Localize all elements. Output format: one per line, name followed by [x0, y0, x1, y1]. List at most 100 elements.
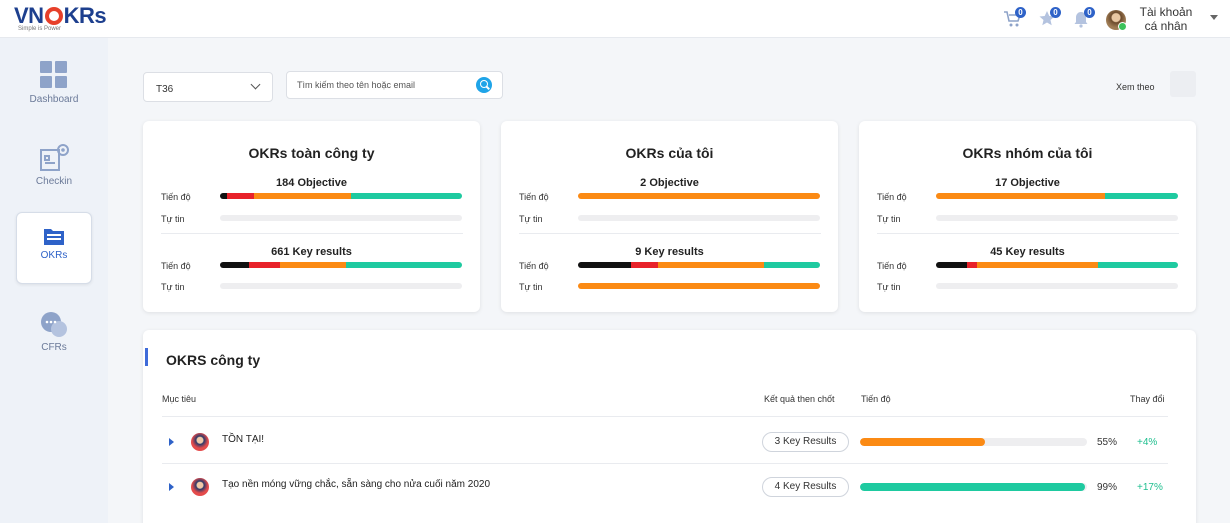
progress-segment: [578, 262, 632, 268]
objective-progress-bar: [860, 438, 1087, 446]
owner-avatar[interactable]: [191, 433, 209, 451]
progress-label: Tiến độ: [519, 192, 549, 202]
confidence-label: Tự tin: [519, 214, 543, 224]
key-results-count: 9 Key results: [635, 246, 704, 258]
sidebar-item-okrs[interactable]: OKRs: [16, 212, 92, 284]
confidence-label: Tự tin: [877, 282, 901, 292]
progress-segment: [249, 262, 281, 268]
cycle-select-value: T36: [156, 84, 174, 95]
expand-caret-icon[interactable]: [169, 483, 174, 491]
column-header-change: Thay đổi: [1130, 394, 1165, 404]
bell-badge: 0: [1084, 7, 1095, 18]
progress-segment: [936, 262, 968, 268]
progress-segment: [220, 193, 228, 199]
key-results-progress-bar: [936, 262, 1178, 268]
okr-summary-card[interactable]: OKRs toàn công ty 184 Objective Tiến độ Tự …: [143, 121, 480, 312]
progress-segment: [1098, 262, 1178, 268]
search-input[interactable]: [286, 71, 503, 99]
progress-segment: [345, 262, 462, 268]
column-header-progress: Tiến độ: [861, 394, 891, 404]
account-menu-label[interactable]: Tài khoản cá nhân: [1139, 5, 1193, 33]
key-results-count: 661 Key results: [271, 246, 352, 258]
objective-confidence-bar: [220, 215, 462, 221]
progress-segment: [631, 262, 658, 268]
confidence-label: Tự tin: [161, 282, 185, 292]
progress-label: Tiến độ: [877, 192, 907, 202]
key-results-button[interactable]: 3 Key Results: [762, 432, 849, 452]
objective-progress-bar: [578, 193, 820, 199]
progress-change: +17%: [1137, 482, 1163, 493]
confidence-label: Tự tin: [519, 282, 543, 292]
okr-summary-card[interactable]: OKRs nhóm của tôi 17 Objective Tiến độ Tự t…: [859, 121, 1196, 312]
search-icon[interactable]: [476, 77, 492, 93]
progress-segment: [280, 262, 346, 268]
progress-segment: [1105, 193, 1178, 199]
progress-segment: [227, 193, 254, 199]
sidebar-item-cfrs[interactable]: CFRs: [2, 308, 106, 380]
key-results-button[interactable]: 4 Key Results: [762, 477, 849, 497]
sidebar-item-label: OKRs: [40, 250, 68, 261]
key-results-confidence-bar: [936, 283, 1178, 289]
objective-count: 2 Objective: [640, 177, 699, 189]
top-header: VN KRs Simple is Power 0 0 0 Tài khoản c…: [0, 0, 1230, 38]
confidence-label: Tự tin: [877, 214, 901, 224]
card-title: OKRs nhóm của tôi: [962, 145, 1093, 161]
progress-fill: [860, 438, 985, 446]
folder-icon: [44, 229, 64, 245]
view-by-label: Xem theo: [1116, 82, 1155, 92]
vnokrs-logo[interactable]: VN KRs Simple is Power: [14, 4, 114, 34]
objective-count: 17 Objective: [995, 177, 1060, 189]
view-by-toggle[interactable]: [1170, 71, 1196, 97]
cycle-select[interactable]: T36: [143, 72, 273, 102]
progress-segment: [220, 262, 250, 268]
company-okrs-title: OKRS công ty: [166, 352, 261, 368]
progress-label: Tiến độ: [877, 261, 907, 271]
progress-fill: [860, 483, 1085, 491]
progress-percent: 99%: [1097, 482, 1118, 493]
checkin-icon: [40, 144, 69, 171]
card-divider: [161, 233, 463, 234]
key-results-confidence-bar: [578, 283, 820, 289]
table-divider: [162, 416, 1168, 417]
bell-icon[interactable]: 0: [1072, 7, 1095, 28]
key-results-confidence-bar: [220, 283, 462, 289]
progress-segment: [977, 262, 1099, 268]
account-caret-icon[interactable]: [1210, 15, 1218, 20]
company-okrs-panel: OKRS công ty Mục tiêu Kết quả then chốt …: [143, 330, 1196, 523]
user-avatar[interactable]: [1106, 10, 1127, 31]
progress-percent: 55%: [1097, 437, 1118, 448]
column-header-objective: Mục tiêu: [162, 394, 197, 404]
sidebar-item-checkin[interactable]: Checkin: [2, 142, 106, 214]
sidebar-item-dashboard[interactable]: Dashboard: [2, 58, 106, 130]
chat-icon: [41, 312, 67, 337]
objective-confidence-bar: [578, 215, 820, 221]
owner-avatar[interactable]: [191, 478, 209, 496]
card-title: OKRs toàn công ty: [248, 145, 375, 161]
objective-name[interactable]: TỒN TẠI!: [222, 434, 265, 445]
key-results-count: 45 Key results: [990, 246, 1065, 258]
okr-summary-card[interactable]: OKRs của tôi 2 Objective Tiến độ Tự tin 9 Ke…: [501, 121, 838, 312]
confidence-label: Tự tin: [161, 214, 185, 224]
progress-segment: [253, 193, 351, 199]
cart-icon[interactable]: 0: [1003, 7, 1026, 28]
logo-o-icon: [44, 7, 63, 25]
key-results-progress-bar: [578, 262, 820, 268]
column-header-key-results: Kết quả then chốt: [764, 394, 835, 404]
key-results-progress-bar: [220, 262, 462, 268]
card-divider: [519, 233, 821, 234]
progress-change: +4%: [1137, 437, 1158, 448]
logo-text-left: VN: [14, 3, 44, 28]
objective-name[interactable]: Tạo nền móng vững chắc, sẵn sàng cho nửa…: [222, 479, 491, 490]
star-icon[interactable]: 0: [1038, 7, 1061, 28]
progress-label: Tiến độ: [161, 192, 191, 202]
cart-badge: 0: [1015, 7, 1026, 18]
progress-segment: [657, 262, 765, 268]
objective-confidence-bar: [936, 215, 1178, 221]
logo-text-right: KRs: [63, 3, 107, 28]
expand-caret-icon[interactable]: [169, 438, 174, 446]
card-title: OKRs của tôi: [625, 145, 714, 161]
logo-tagline: Simple is Power: [18, 26, 62, 32]
sidebar-item-label: Dashboard: [29, 94, 79, 105]
objective-count: 184 Objective: [276, 177, 347, 189]
star-badge: 0: [1050, 7, 1061, 18]
